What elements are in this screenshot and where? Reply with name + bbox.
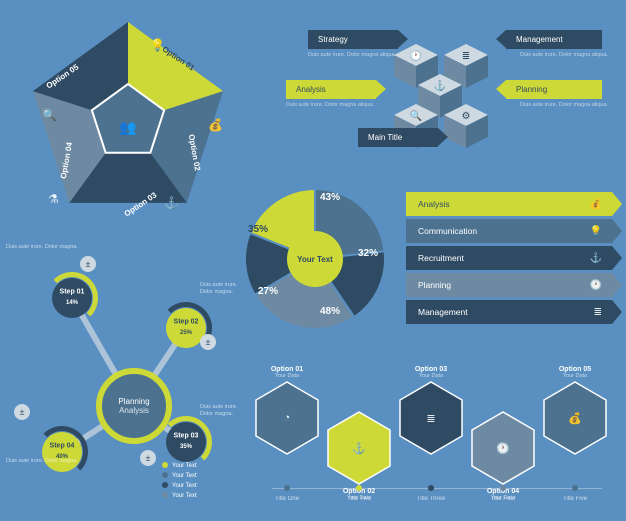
bulb-icon: 💡 <box>150 38 165 52</box>
network-node-text: Duis aute irure. Dolor magna. <box>6 458 78 465</box>
search-icon: 🔍 <box>404 104 428 128</box>
network-node: Step 0335% <box>166 422 206 462</box>
stack-icon: ≣ <box>594 307 602 318</box>
banner: Management <box>506 30 602 49</box>
hex-item: 🕐 <box>470 410 536 486</box>
pentagon-center: 👥 <box>90 89 166 165</box>
anchor-icon: ⚓ <box>164 196 179 210</box>
plus-minus-icon: ± <box>140 450 156 466</box>
network-node: Step 0114% <box>52 278 92 318</box>
hex-timeline: ◔Option 01Your DataTitle One⚓Option 02Yo… <box>254 366 620 506</box>
pie-percent: 27% <box>258 286 278 297</box>
money-icon: 💰 <box>568 412 582 425</box>
anchor-icon: ⚓ <box>352 442 366 455</box>
stack-icon: ≣ <box>454 44 478 68</box>
flask-icon: ⚗ <box>48 192 59 206</box>
rail-dot <box>572 485 578 491</box>
bar-item: Recruitment⚓ <box>406 246 612 270</box>
clock-icon: 🕐 <box>496 442 510 455</box>
timeline-rail <box>272 488 602 489</box>
bar-item: Communication💡 <box>406 219 612 243</box>
pie-percent: 32% <box>358 248 378 259</box>
pie-percent: 43% <box>320 192 340 203</box>
money-icon: 💰 <box>590 199 602 210</box>
bar-item: Analysis💰 <box>406 192 612 216</box>
anchor-icon: ⚓ <box>590 253 602 264</box>
rail-dot <box>500 485 506 491</box>
money-icon: 💰 <box>208 118 223 132</box>
anchor-icon: ⚓ <box>428 74 452 98</box>
hex-label: Option 03Your Data <box>398 366 464 379</box>
banner: Main Title <box>358 128 438 147</box>
bar-item: Management≣ <box>406 300 612 324</box>
isometric-infographic: 🕐≣⚓🔍⚙StrategyDuis aute irure. Dolor magn… <box>276 2 611 174</box>
banner-sub: Duis aute irure. Dolor magna aliqua. <box>520 52 608 59</box>
bar-item: Planning🕐 <box>406 273 612 297</box>
bar-list: Analysis💰 Communication💡 Recruitment⚓ Plann… <box>406 192 612 327</box>
plus-minus-icon: ± <box>14 404 30 420</box>
hex-item: 💰 <box>542 380 608 456</box>
network-legend: Your TextYour TextYour TextYour Text <box>162 462 197 502</box>
pie-center: Your Text <box>287 231 343 287</box>
pie-percent: 48% <box>320 306 340 317</box>
banner-sub: Duis aute irure. Dolor magna aliqua. <box>286 102 374 109</box>
hex-item: ≣ <box>398 380 464 456</box>
stack-icon: ≣ <box>426 412 435 425</box>
rail-dot <box>356 485 362 491</box>
banner: Analysis <box>286 80 376 99</box>
plus-minus-icon: ± <box>200 334 216 350</box>
pie-chart: Your Text 43% 32% 48% 27% 35% <box>240 184 390 334</box>
banner: Strategy <box>308 30 398 49</box>
hex-label: Option 05Your Data <box>542 366 608 379</box>
gear-icon: ⚙ <box>454 104 478 128</box>
pie-percent: 35% <box>248 224 268 235</box>
hex-item: ⚓ <box>326 410 392 486</box>
rail-dot <box>428 485 434 491</box>
hex-label: Option 01Your Data <box>254 366 320 379</box>
pie-icon: ◔ <box>284 412 291 424</box>
bulb-icon: 💡 <box>590 226 602 237</box>
plus-minus-icon: ± <box>80 256 96 272</box>
rail-dot <box>284 485 290 491</box>
banner-sub: Duis aute irure. Dolor magna aliqua. <box>308 52 396 59</box>
pentagon-infographic: 👥Option 01💡Option 02💰Option 03⚓Option 04… <box>18 14 238 224</box>
hex-item: ◔ <box>254 380 320 456</box>
banner: Planning <box>506 80 602 99</box>
network-node-text: Duis aute irure. Dolor magna. <box>6 244 78 251</box>
network-node: Step 0440% <box>42 432 82 472</box>
network-diagram: PlanningAnalysisStep 0114%Duis aute irur… <box>10 244 240 498</box>
search-icon: 🔍 <box>42 108 57 122</box>
network-node-text: Duis aute irure. Dolor magna. <box>200 404 240 418</box>
clock-icon: 🕐 <box>590 280 602 291</box>
network-node-text: Duis aute irure. Dolor magna. <box>200 282 240 296</box>
banner-sub: Duis aute irure. Dolor magna aliqua. <box>520 102 608 109</box>
